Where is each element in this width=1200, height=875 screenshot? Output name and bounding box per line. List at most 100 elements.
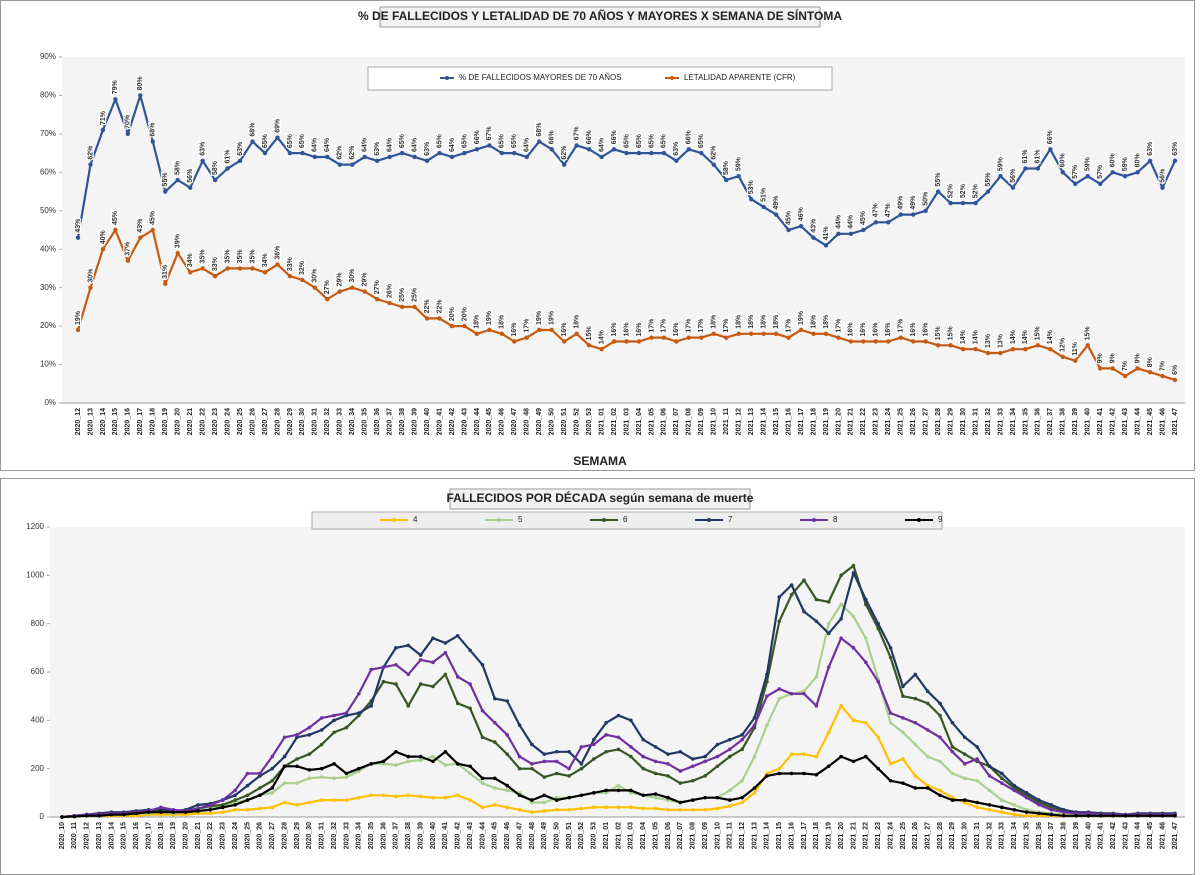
data-point — [814, 675, 819, 679]
data-point — [864, 636, 868, 640]
data-point — [728, 747, 732, 752]
data-point — [394, 646, 398, 650]
data-point — [455, 701, 460, 706]
data-point — [777, 766, 782, 771]
x-tick-label: 2020_47 — [511, 408, 518, 435]
x-tick-label: 2020_41 — [442, 822, 449, 849]
data-point — [901, 757, 905, 761]
y-tick-label: 50% — [40, 206, 56, 215]
data-point — [1147, 370, 1153, 375]
x-tick-label: 2020_20 — [183, 822, 190, 849]
data-point — [975, 800, 979, 805]
data-point — [567, 807, 571, 812]
data-point — [579, 766, 584, 771]
data-point — [649, 150, 654, 156]
data-point — [480, 735, 485, 740]
data-point — [641, 737, 646, 742]
data-label: 62% — [561, 145, 568, 160]
data-point — [183, 810, 188, 814]
data-point — [826, 631, 831, 636]
data-point — [616, 783, 621, 788]
data-point — [505, 699, 510, 703]
data-point — [344, 711, 349, 715]
data-point — [604, 805, 608, 810]
x-tick-label: 2021_03 — [623, 408, 630, 435]
data-label: 17% — [835, 318, 842, 333]
data-point — [505, 788, 510, 793]
data-point — [661, 335, 667, 340]
x-tick-label: 2021_45 — [1147, 408, 1154, 435]
data-point — [715, 795, 720, 800]
data-label: 47% — [885, 203, 892, 218]
data-point — [616, 735, 621, 740]
data-label: 45% — [860, 210, 867, 225]
data-label: 52% — [972, 183, 979, 198]
data-point — [864, 597, 868, 602]
x-tick-label: 2021_42 — [1110, 408, 1117, 435]
data-label: 66% — [586, 129, 593, 144]
data-point — [1110, 170, 1115, 175]
data-point — [505, 752, 510, 756]
data-point — [350, 285, 355, 290]
data-label: 32% — [299, 260, 306, 275]
data-point — [418, 754, 423, 759]
x-tick-label: 2021_43 — [1122, 822, 1129, 849]
data-point — [636, 339, 642, 344]
data-point — [987, 788, 992, 793]
data-label: 66% — [686, 129, 693, 144]
x-tick-label: 2020_31 — [319, 822, 326, 849]
data-point — [925, 754, 930, 759]
data-point — [703, 795, 707, 800]
data-point — [579, 762, 584, 766]
x-tick-label: 2021_06 — [661, 408, 668, 435]
data-label: 33% — [212, 256, 219, 271]
data-point — [270, 754, 275, 759]
data-point — [542, 759, 547, 764]
x-tick-label: 2020_10 — [59, 822, 66, 849]
data-point — [418, 794, 423, 799]
data-point — [950, 798, 955, 802]
data-point — [950, 720, 955, 725]
x-tick-label: 2020_34 — [349, 408, 356, 435]
data-point — [1123, 813, 1128, 818]
data-point — [493, 720, 497, 725]
x-tick-label: 2021_46 — [1159, 408, 1166, 435]
data-label: 64% — [312, 137, 319, 152]
data-point — [1111, 813, 1115, 818]
data-point — [537, 327, 542, 333]
data-point — [653, 795, 658, 800]
data-point — [888, 655, 893, 660]
data-point — [653, 745, 658, 749]
data-label: 63% — [424, 141, 431, 156]
data-point — [1073, 358, 1078, 363]
x-tick-label: 2020_27 — [269, 822, 276, 849]
data-point — [864, 720, 868, 725]
data-point — [962, 735, 967, 740]
x-tick-label: 2021_37 — [1048, 822, 1055, 849]
x-tick-label: 2021_04 — [640, 822, 647, 849]
x-tick-label: 2021_14 — [760, 408, 767, 435]
x-tick-label: 2021_04 — [636, 408, 643, 435]
legend-marker — [445, 76, 449, 80]
data-point — [258, 806, 262, 811]
data-point — [653, 771, 658, 776]
data-point — [715, 742, 720, 747]
data-point — [332, 798, 336, 802]
data-point — [468, 771, 472, 776]
data-point — [740, 733, 744, 737]
data-point — [319, 716, 324, 720]
x-tick-label: 2020_25 — [244, 822, 251, 849]
data-point — [736, 331, 741, 336]
data-point — [1000, 771, 1004, 776]
data-point — [437, 150, 442, 156]
x-tick-label: 2021_36 — [1036, 822, 1043, 849]
x-tick-label: 2020_36 — [374, 408, 381, 435]
data-point — [300, 150, 305, 156]
data-point — [715, 806, 720, 811]
data-point — [811, 331, 816, 336]
data-label: 70% — [125, 114, 132, 129]
data-label: 19% — [536, 310, 543, 325]
data-label: 43% — [75, 218, 82, 233]
data-point — [789, 583, 794, 587]
data-label: 80% — [137, 76, 144, 91]
